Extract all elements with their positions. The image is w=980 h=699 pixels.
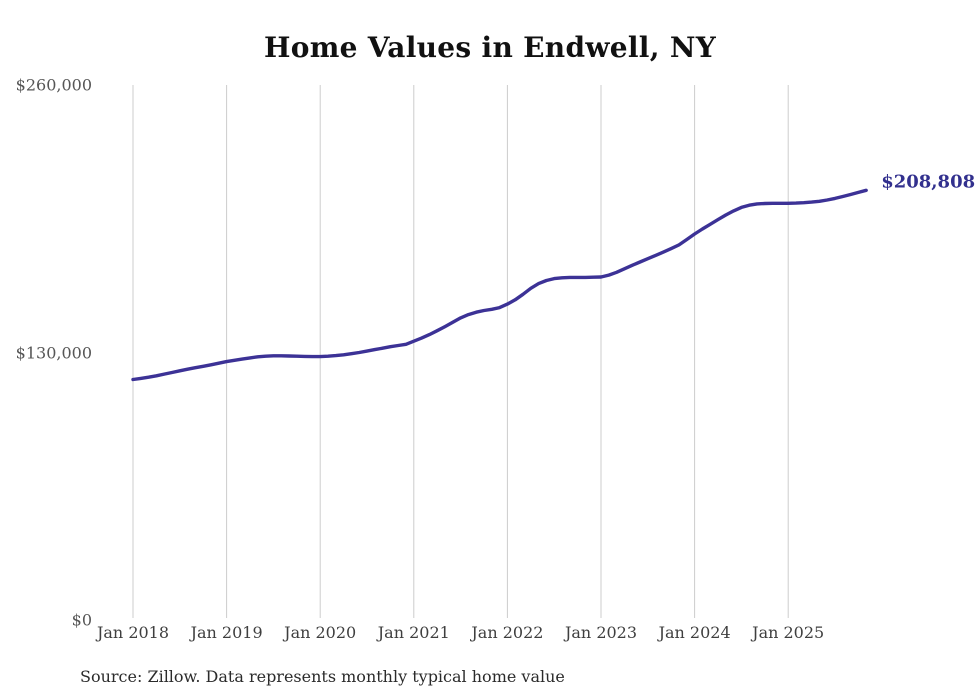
- latest-value-label: $208,808: [881, 171, 976, 193]
- y-tick-label: $260,000: [15, 75, 92, 95]
- x-tick-label: Jan 2018: [96, 623, 170, 642]
- x-tick-label: Jan 2020: [284, 623, 357, 642]
- x-tick-label: Jan 2024: [658, 623, 731, 642]
- x-tick-label: Jan 2021: [377, 623, 450, 642]
- x-tick-label: Jan 2025: [752, 623, 825, 642]
- chart-title: Home Values in Endwell, NY: [263, 31, 717, 64]
- y-tick-label: $0: [71, 610, 92, 630]
- source-note: Source: Zillow. Data represents monthly …: [80, 667, 565, 686]
- x-tick-label: Jan 2019: [190, 623, 263, 642]
- x-tick-label: Jan 2023: [564, 623, 638, 642]
- x-tick-label: Jan 2022: [471, 623, 544, 642]
- y-tick-label: $130,000: [15, 343, 92, 362]
